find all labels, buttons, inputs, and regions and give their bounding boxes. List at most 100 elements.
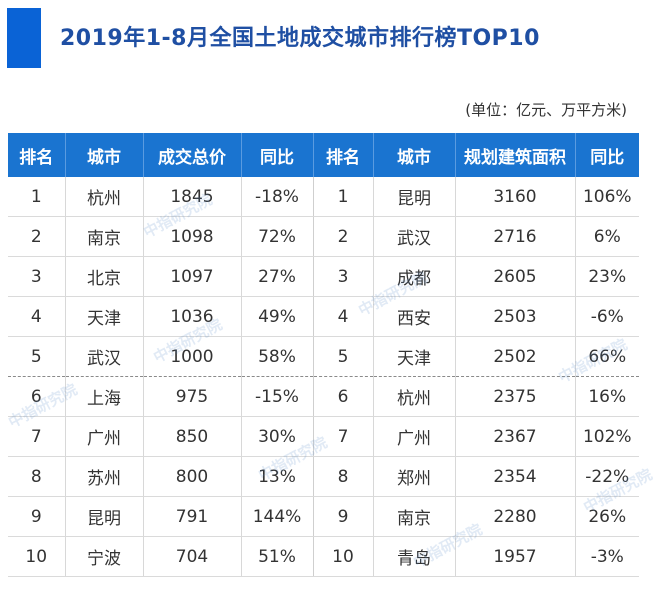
planned-area-cell: 2605 bbox=[455, 256, 576, 297]
yoy-cell: 58% bbox=[241, 336, 314, 377]
header-yoy-area: 同比 bbox=[575, 133, 639, 177]
total-price-cell: 704 bbox=[143, 536, 242, 577]
rank-cell: 5 bbox=[8, 336, 66, 377]
title-accent-bar bbox=[7, 8, 41, 68]
planned-area-cell: 1957 bbox=[455, 536, 576, 577]
city-cell: 昆明 bbox=[65, 496, 144, 537]
rank-cell: 7 bbox=[313, 416, 374, 457]
city-cell: 昆明 bbox=[373, 177, 456, 217]
planned-area-cell: 2502 bbox=[455, 336, 576, 377]
city-cell: 上海 bbox=[65, 376, 144, 417]
city-cell: 武汉 bbox=[373, 216, 456, 257]
planned-area-cell: 2367 bbox=[455, 416, 576, 457]
yoy-cell: 49% bbox=[241, 296, 314, 337]
rank-cell: 7 bbox=[8, 416, 66, 457]
header-planned-area: 规划建筑面积 bbox=[455, 133, 576, 177]
total-price-cell: 1097 bbox=[143, 256, 242, 297]
page-title: 2019年1-8月全国土地成交城市排行榜TOP10 bbox=[60, 26, 540, 51]
table-row: 7 广州 850 30% 7 广州 2367 102% bbox=[8, 416, 639, 457]
rank-cell: 9 bbox=[8, 496, 66, 537]
rank-cell: 3 bbox=[8, 256, 66, 297]
planned-area-cell: 2354 bbox=[455, 456, 576, 497]
rank-cell: 2 bbox=[8, 216, 66, 257]
city-cell: 南京 bbox=[373, 496, 456, 537]
city-cell: 天津 bbox=[65, 296, 144, 337]
header-yoy-price: 同比 bbox=[241, 133, 314, 177]
city-cell: 广州 bbox=[65, 416, 144, 457]
table-row: 4 天津 1036 49% 4 西安 2503 -6% bbox=[8, 296, 639, 337]
planned-area-cell: 2375 bbox=[455, 376, 576, 417]
city-cell: 杭州 bbox=[65, 177, 144, 217]
header-row: 排名 城市 成交总价 同比 排名 城市 规划建筑面积 同比 bbox=[8, 133, 639, 177]
yoy-cell: -22% bbox=[575, 456, 639, 497]
table-row: 10 宁波 704 51% 10 青岛 1957 -3% bbox=[8, 536, 639, 577]
total-price-cell: 800 bbox=[143, 456, 242, 497]
yoy-cell: 26% bbox=[575, 496, 639, 537]
total-price-cell: 1036 bbox=[143, 296, 242, 337]
ranking-table: 排名 城市 成交总价 同比 排名 城市 规划建筑面积 同比 1 杭州 1845 … bbox=[8, 133, 639, 577]
rank-cell: 1 bbox=[8, 177, 66, 217]
yoy-cell: 6% bbox=[575, 216, 639, 257]
city-cell: 郑州 bbox=[373, 456, 456, 497]
city-cell: 武汉 bbox=[65, 336, 144, 377]
planned-area-cell: 2716 bbox=[455, 216, 576, 257]
total-price-cell: 850 bbox=[143, 416, 242, 457]
rank-cell: 10 bbox=[8, 536, 66, 577]
city-cell: 青岛 bbox=[373, 536, 456, 577]
yoy-cell: 102% bbox=[575, 416, 639, 457]
yoy-cell: 30% bbox=[241, 416, 314, 457]
table-row: 6 上海 975 -15% 6 杭州 2375 16% bbox=[8, 376, 639, 417]
rank-cell: 9 bbox=[313, 496, 374, 537]
city-cell: 苏州 bbox=[65, 456, 144, 497]
total-price-cell: 1098 bbox=[143, 216, 242, 257]
city-cell: 北京 bbox=[65, 256, 144, 297]
table-row: 2 南京 1098 72% 2 武汉 2716 6% bbox=[8, 216, 639, 257]
rank-cell: 6 bbox=[313, 376, 374, 417]
table-row: 1 杭州 1845 -18% 1 昆明 3160 106% bbox=[8, 177, 639, 217]
rank-cell: 2 bbox=[313, 216, 374, 257]
yoy-cell: 66% bbox=[575, 336, 639, 377]
rank-cell: 6 bbox=[8, 376, 66, 417]
rank-cell: 8 bbox=[313, 456, 374, 497]
yoy-cell: -18% bbox=[241, 177, 314, 217]
yoy-cell: -15% bbox=[241, 376, 314, 417]
total-price-cell: 791 bbox=[143, 496, 242, 537]
rank-cell: 3 bbox=[313, 256, 374, 297]
total-price-cell: 1845 bbox=[143, 177, 242, 217]
total-price-cell: 1000 bbox=[143, 336, 242, 377]
total-price-cell: 975 bbox=[143, 376, 242, 417]
unit-note: (单位：亿元、万平方米) bbox=[465, 101, 627, 119]
planned-area-cell: 2280 bbox=[455, 496, 576, 537]
city-cell: 天津 bbox=[373, 336, 456, 377]
header-rank-total: 排名 bbox=[8, 133, 66, 177]
header-city-total: 城市 bbox=[65, 133, 144, 177]
planned-area-cell: 3160 bbox=[455, 177, 576, 217]
rank-cell: 8 bbox=[8, 456, 66, 497]
rank-cell: 10 bbox=[313, 536, 374, 577]
yoy-cell: 27% bbox=[241, 256, 314, 297]
yoy-cell: 106% bbox=[575, 177, 639, 217]
city-cell: 南京 bbox=[65, 216, 144, 257]
yoy-cell: -6% bbox=[575, 296, 639, 337]
rank-cell: 4 bbox=[8, 296, 66, 337]
city-cell: 广州 bbox=[373, 416, 456, 457]
yoy-cell: 72% bbox=[241, 216, 314, 257]
yoy-cell: 51% bbox=[241, 536, 314, 577]
header-rank-area: 排名 bbox=[313, 133, 374, 177]
table-row: 8 苏州 800 13% 8 郑州 2354 -22% bbox=[8, 456, 639, 497]
planned-area-cell: 2503 bbox=[455, 296, 576, 337]
header-city-area: 城市 bbox=[373, 133, 456, 177]
table-row: 9 昆明 791 144% 9 南京 2280 26% bbox=[8, 496, 639, 537]
city-cell: 杭州 bbox=[373, 376, 456, 417]
city-cell: 成都 bbox=[373, 256, 456, 297]
rank-cell: 4 bbox=[313, 296, 374, 337]
table-row: 3 北京 1097 27% 3 成都 2605 23% bbox=[8, 256, 639, 297]
yoy-cell: 23% bbox=[575, 256, 639, 297]
rank-cell: 1 bbox=[313, 177, 374, 217]
table-row: 5 武汉 1000 58% 5 天津 2502 66% bbox=[8, 336, 639, 377]
rank-cell: 5 bbox=[313, 336, 374, 377]
city-cell: 西安 bbox=[373, 296, 456, 337]
header-total-price: 成交总价 bbox=[143, 133, 242, 177]
yoy-cell: 13% bbox=[241, 456, 314, 497]
yoy-cell: 144% bbox=[241, 496, 314, 537]
